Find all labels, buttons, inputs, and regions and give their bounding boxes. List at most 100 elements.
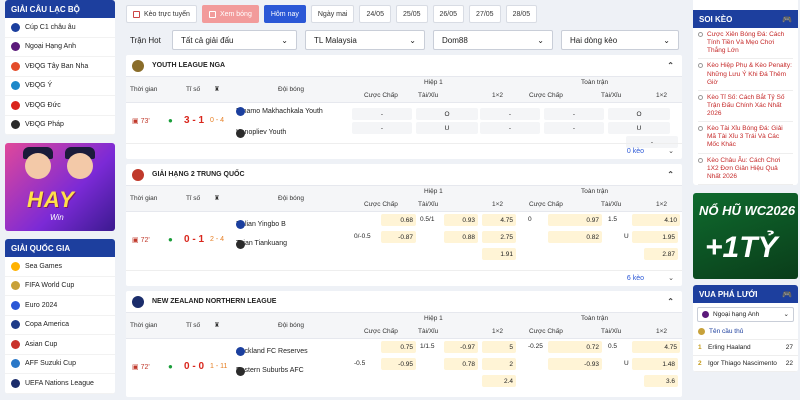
odds-cell[interactable]: 2.87	[644, 248, 678, 260]
tournament-logo-icon	[11, 339, 20, 349]
home-team: Dalian Yingbo B	[236, 220, 286, 229]
sidebar-item-nation[interactable]: Copa America	[5, 316, 115, 335]
match-row[interactable]: ▣ 72' ● 0 - 0 1 - 11 Auckland FC Reserves Eas…	[126, 339, 682, 397]
odds-cell[interactable]: 0.78	[444, 358, 478, 370]
sidebar-item-label: Sea Games	[25, 262, 62, 270]
team-logo-icon	[236, 129, 245, 138]
sidebar-item-club[interactable]: VĐQG Tây Ban Nha	[5, 57, 115, 77]
odds-cell[interactable]: 0.72	[548, 341, 602, 353]
odds-cell[interactable]: -	[626, 136, 678, 148]
tomorrow-tab[interactable]: Ngày mai	[310, 5, 355, 23]
odds-cell[interactable]: O	[416, 108, 478, 120]
sidebar-item-nation[interactable]: Asian Cup	[5, 335, 115, 355]
odds-cell[interactable]: 4.75	[644, 341, 680, 353]
lines-select[interactable]: Hai dòng kèo ⌄	[561, 30, 679, 50]
odds-cell[interactable]: -	[480, 122, 540, 134]
odds-cell[interactable]: 0.68	[381, 214, 416, 226]
odds-cell[interactable]: 1.95	[644, 231, 678, 243]
league-header[interactable]: GIẢI HẠNG 2 TRUNG QUỐC ⌃	[126, 164, 682, 186]
league-header[interactable]: YOUTH LEAGUE NGA ⌃	[126, 55, 682, 77]
sidebar-item-nation[interactable]: UEFA Nations League	[5, 374, 115, 394]
corner-score: 0 - 4	[210, 117, 225, 124]
sidebar-item-nation[interactable]: AFF Suzuki Cup	[5, 355, 115, 374]
odds-format-select[interactable]: TL Malaysia ⌄	[305, 30, 425, 50]
scorer-row[interactable]: 2 Igor Thiago Nascimento 22	[693, 356, 798, 372]
odds-cell[interactable]: -0.93	[548, 358, 602, 370]
odds-cell[interactable]: 2.4	[482, 375, 516, 387]
league-header[interactable]: NEW ZEALAND NORTHERN LEAGUE ⌃	[126, 291, 682, 313]
sidebar-item-club[interactable]: VĐQG Ý	[5, 77, 115, 96]
odds-cell[interactable]: -	[480, 108, 540, 120]
league-card: GIẢI HẠNG 2 TRUNG QUỐC ⌃ Thời gian Tỉ số ♜ Độ…	[126, 164, 682, 286]
odds-cell[interactable]: -0.95	[381, 358, 416, 370]
odds-cell[interactable]: U	[416, 122, 478, 134]
odds-cell[interactable]: 2.75	[482, 231, 516, 243]
date-tab[interactable]: 27/05	[469, 5, 501, 23]
live-minute: ▣ 72'	[132, 237, 150, 244]
odds-cell[interactable]: 4.10	[644, 214, 680, 226]
odds-cell[interactable]: -0.97	[444, 341, 478, 353]
match-row[interactable]: ▣ 73' ● 3 - 1 0 - 4 Dinamo Makhachkala Youth…	[126, 103, 682, 148]
today-tab[interactable]: Hôm nay	[263, 5, 306, 23]
sidebar-item-label: VĐQG Đức	[25, 101, 61, 109]
odds-cell[interactable]: 0.93	[444, 214, 478, 226]
chevron-down-icon[interactable]: ⌄	[668, 275, 674, 282]
league-logo-icon	[11, 61, 20, 71]
tip-article-link[interactable]: Kèo Hiệp Phụ & Kèo Penalty: Những Lưu Ý …	[698, 59, 793, 91]
odds-cell[interactable]: -	[544, 122, 604, 134]
odds-cell[interactable]: 5	[482, 341, 516, 353]
promo-banner-left[interactable]: HAY Win	[5, 143, 115, 231]
odds-cell[interactable]: 3.6	[644, 375, 678, 387]
sidebar-item-label: FIFA World Cup	[25, 282, 75, 290]
odds-cell[interactable]: 0.82	[548, 231, 602, 243]
promo-banner-right[interactable]: NỔ HŨ WC2026 +1TỶ	[693, 192, 798, 279]
hot-matches-label[interactable]: Trận Hot	[130, 35, 161, 45]
sidebar-item-label: AFF Suzuki Cup	[25, 360, 76, 368]
odds-cell[interactable]: 1.48	[644, 358, 678, 370]
odds-cell[interactable]: O	[608, 108, 670, 120]
more-odds-row[interactable]: 6 kèo ⌄	[126, 270, 682, 286]
chevron-down-icon[interactable]: ⌄	[668, 148, 674, 155]
live-odds-filter[interactable]: Kèo trực tuyến	[126, 5, 197, 23]
sidebar-item-club[interactable]: Cúp C1 châu âu	[5, 18, 115, 38]
scorer-row[interactable]: 1 Erling Haaland 27	[693, 340, 798, 356]
sidebar-item-nation[interactable]: Euro 2024	[5, 296, 115, 316]
more-odds-row[interactable]: 0 kèo ⌄	[126, 143, 682, 159]
chevron-up-icon: ⌃	[667, 297, 674, 306]
bookmaker-select[interactable]: Dom88 ⌄	[433, 30, 553, 50]
odds-cell[interactable]: 0.75	[381, 341, 416, 353]
odds-cell[interactable]: -	[352, 122, 412, 134]
banner-title: HAY	[27, 187, 75, 212]
odds-cell[interactable]: -	[544, 108, 604, 120]
odds-cell[interactable]: 0.97	[548, 214, 602, 226]
checkbox-icon	[133, 10, 140, 18]
banner-sub: Win	[50, 213, 64, 222]
sidebar-item-nation[interactable]: FIFA World Cup	[5, 277, 115, 296]
odds-cell[interactable]: 4.75	[482, 214, 516, 226]
odds-cell[interactable]: -0.87	[381, 231, 416, 243]
odds-cell[interactable]: 2	[482, 358, 516, 370]
odds-cell[interactable]: 1.91	[482, 248, 516, 260]
league-select[interactable]: Tất cả giải đấu ⌄	[172, 30, 297, 50]
date-tab[interactable]: 24/05	[359, 5, 391, 23]
match-row[interactable]: ▣ 72' ● 0 - 1 2 - 4 Dalian Yingbo B Taian Tia…	[126, 212, 682, 270]
odds-count[interactable]: 0 kèo	[626, 148, 644, 155]
scorer-league-select[interactable]: Ngoại hạng Anh ⌄	[697, 306, 794, 322]
odds-cell[interactable]: U	[608, 122, 670, 134]
watch-football-filter[interactable]: Xem bóng	[201, 5, 259, 23]
date-tab[interactable]: 28/05	[505, 5, 538, 23]
odds-cell[interactable]: 0.88	[444, 231, 478, 243]
tip-article-link[interactable]: Kèo Tài Xỉu Bóng Đá: Giải Mã Tài Xỉu 3 T…	[698, 122, 793, 154]
sidebar-item-club[interactable]: Ngoại Hạng Anh	[5, 38, 115, 57]
tip-article-link[interactable]: Kèo Tỉ Số: Cách Bắt Tỷ Số Trận Đấu Chính…	[698, 91, 793, 123]
corner-icon: ♜	[214, 322, 220, 329]
sidebar-item-club[interactable]: VĐQG Đức	[5, 96, 115, 116]
odds-count[interactable]: 6 kèo	[626, 275, 644, 282]
sidebar-item-nation[interactable]: Sea Games	[5, 257, 115, 277]
tip-article-link[interactable]: Kèo Châu Âu: Cách Chơi 1X2 Đơn Giản Hiệu…	[698, 154, 793, 185]
tip-article-link[interactable]: Cược Xiên Bóng Đá: Cách Tính Tiền Và Mẹo…	[698, 28, 793, 60]
sidebar-item-club[interactable]: VĐQG Pháp	[5, 116, 115, 135]
date-tab[interactable]: 25/05	[395, 5, 428, 23]
odds-cell[interactable]: -	[352, 108, 412, 120]
date-tab[interactable]: 26/05	[432, 5, 465, 23]
